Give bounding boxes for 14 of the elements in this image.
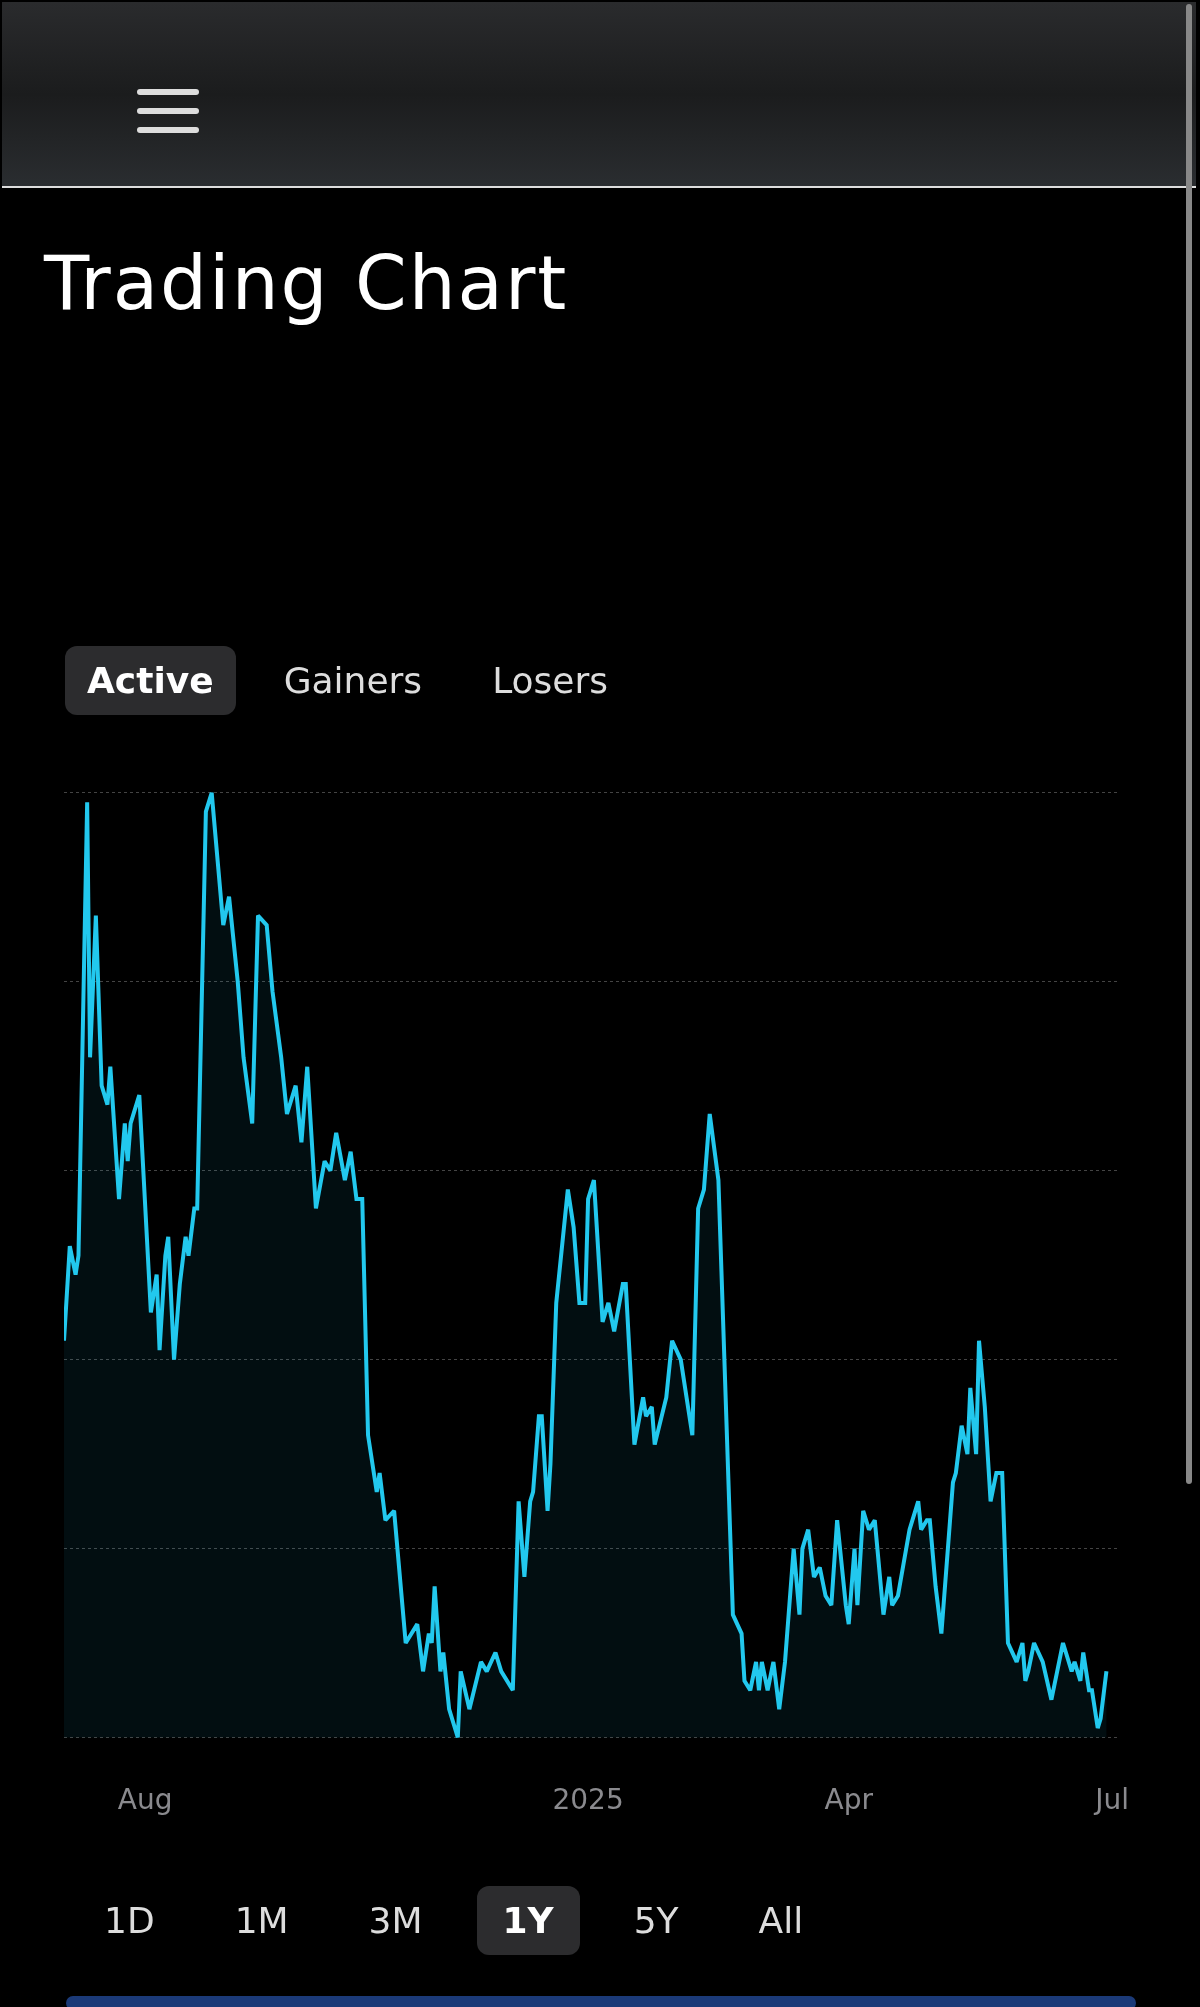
text: All xyxy=(757,1899,805,1943)
text: 1M xyxy=(233,1899,290,1943)
text: 1Y xyxy=(476,1886,580,1955)
x-tick-label: 2025 xyxy=(552,1783,624,1816)
text: Gainers xyxy=(282,659,424,703)
text: 1D xyxy=(103,1899,156,1943)
text: 5Y xyxy=(632,1899,680,1943)
x-tick-label: Apr xyxy=(824,1783,874,1816)
x-tick-label: Jul xyxy=(1093,1783,1130,1816)
text: Active xyxy=(65,646,236,715)
x-tick-label: Aug xyxy=(117,1783,173,1816)
chart-title: Trading Chart xyxy=(44,240,569,326)
text: 3M xyxy=(367,1899,424,1943)
text: Losers xyxy=(491,659,610,703)
